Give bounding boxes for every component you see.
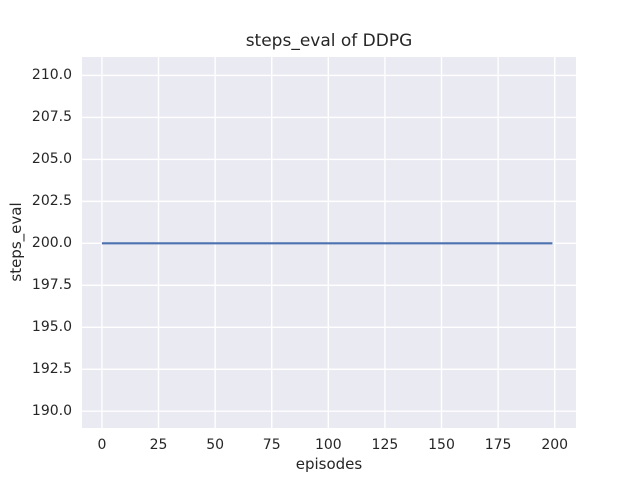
y-tick-label: 195.0: [31, 319, 72, 336]
x-tick-label: 25: [149, 437, 168, 453]
y-tick-label: 202.5: [31, 193, 72, 210]
x-tick-label: 125: [371, 437, 399, 453]
x-tick-label: 50: [206, 437, 225, 453]
x-tick-label: 100: [314, 437, 342, 453]
x-tick-label: 175: [484, 437, 512, 453]
y-tick-label: 192.5: [31, 361, 72, 378]
chart-title: steps_eval of DDPG: [245, 31, 413, 51]
y-tick-label: 210.0: [31, 67, 72, 84]
y-tick-label: 207.5: [31, 109, 72, 126]
y-tick-label: 197.5: [31, 277, 72, 294]
x-tick-label: 75: [262, 437, 281, 453]
y-tick-label: 200.0: [31, 235, 72, 252]
x-tick-label: 200: [541, 437, 569, 453]
plot-area: [82, 57, 576, 428]
x-tick-label: 150: [428, 437, 455, 453]
y-tick-label: 190.0: [31, 403, 72, 420]
plot-canvas: [82, 57, 576, 428]
x-tick-label: 0: [97, 437, 107, 453]
x-axis-label: episodes: [295, 455, 363, 473]
y-tick-label: 205.0: [31, 151, 72, 168]
